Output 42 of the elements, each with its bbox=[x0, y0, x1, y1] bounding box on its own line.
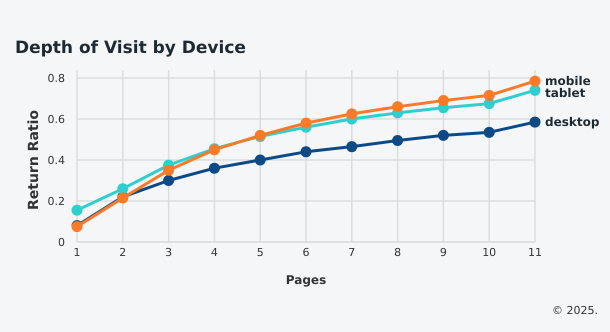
text: © 2025. bbox=[552, 304, 598, 317]
y-tick-label: 0.6 bbox=[48, 113, 65, 126]
x-tick-label: 6 bbox=[302, 246, 310, 259]
y-axis-title: Return Ratio bbox=[26, 110, 42, 210]
point bbox=[438, 130, 449, 141]
point bbox=[530, 116, 540, 128]
x-tick-label: 10 bbox=[482, 246, 496, 259]
point bbox=[484, 126, 495, 138]
point bbox=[392, 135, 404, 146]
point bbox=[346, 141, 358, 152]
point bbox=[254, 154, 266, 166]
x-tick-label: 4 bbox=[210, 246, 218, 259]
series-label: mobile bbox=[545, 74, 591, 88]
point bbox=[392, 101, 404, 112]
point bbox=[117, 183, 128, 194]
series-label: desktop bbox=[545, 115, 600, 130]
x-axis-title: Pages bbox=[286, 273, 326, 287]
x-tick-label: 7 bbox=[348, 246, 356, 259]
point bbox=[530, 84, 540, 96]
point bbox=[163, 164, 174, 176]
x-tick-label: 11 bbox=[528, 246, 542, 259]
point bbox=[72, 204, 82, 216]
y-tick-label: 0.2 bbox=[48, 195, 65, 208]
point bbox=[346, 108, 358, 120]
x-tick-label: 9 bbox=[440, 246, 447, 259]
point bbox=[163, 175, 174, 186]
point bbox=[300, 118, 312, 129]
series-label: tablet bbox=[545, 86, 586, 100]
point bbox=[300, 146, 312, 158]
y-tick-label: 0 bbox=[58, 236, 65, 249]
y-tick-label: 0.8 bbox=[48, 72, 65, 85]
point bbox=[208, 162, 220, 174]
x-tick-label: 8 bbox=[394, 246, 402, 259]
point bbox=[484, 90, 495, 101]
x-tick-label: 2 bbox=[119, 246, 126, 259]
chart-title: Depth of Visit by Device bbox=[15, 38, 246, 58]
y-tick-label: 0.4 bbox=[48, 154, 65, 167]
x-tick-label: 1 bbox=[74, 246, 80, 259]
x-tick-label: 5 bbox=[256, 246, 264, 259]
x-tick-label: 3 bbox=[165, 246, 172, 259]
point bbox=[438, 95, 449, 106]
point bbox=[530, 76, 540, 87]
